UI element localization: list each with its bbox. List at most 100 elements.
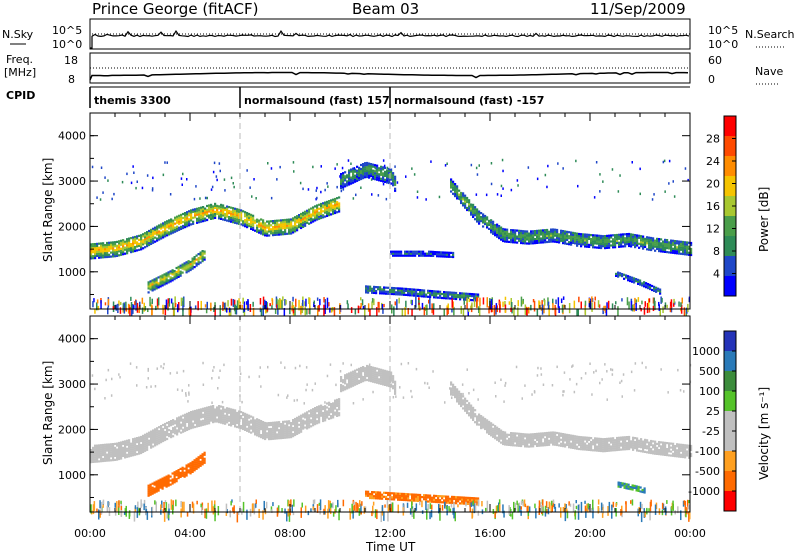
data-cell [177, 471, 180, 474]
data-cell [306, 417, 309, 420]
data-cell [433, 290, 436, 293]
data-cell [580, 245, 583, 248]
data-cell [120, 455, 123, 458]
data-cell [536, 241, 539, 244]
data-cell [191, 259, 194, 262]
data-cell [324, 211, 327, 214]
sparse-speckle [485, 193, 488, 197]
data-cell [377, 288, 380, 291]
sparse-speckle [342, 188, 345, 191]
data-cell [596, 242, 599, 245]
data-cell [136, 449, 139, 452]
data-cell [364, 375, 367, 378]
data-cell [124, 448, 127, 451]
data-cell [140, 236, 143, 239]
data-cell [252, 420, 255, 423]
data-cell [546, 443, 549, 447]
nsky-line [90, 30, 690, 49]
near-range-speckle [93, 298, 95, 303]
near-range-speckle [227, 300, 229, 307]
data-cell [500, 437, 503, 440]
data-cell [264, 228, 267, 231]
data-cell [192, 426, 195, 429]
data-cell [464, 401, 467, 404]
data-cell [540, 442, 543, 445]
data-cell [650, 236, 653, 240]
near-range-speckle [172, 302, 174, 310]
near-range-speckle [418, 304, 420, 310]
data-cell [186, 414, 189, 417]
data-cell [194, 421, 197, 425]
data-cell [526, 230, 529, 233]
data-cell [466, 407, 469, 411]
data-cell [260, 222, 263, 225]
near-range-speckle [204, 304, 207, 308]
y-tick-label: 1000 [58, 266, 86, 279]
data-cell [300, 424, 303, 427]
sparse-speckle [575, 159, 577, 163]
data-cell [653, 287, 656, 290]
data-cell [522, 242, 525, 245]
data-cell [104, 459, 107, 462]
data-cell [320, 204, 323, 208]
data-cell [602, 442, 605, 445]
sparse-speckle [470, 163, 473, 167]
near-range-speckle [143, 302, 145, 312]
data-cell [443, 291, 446, 294]
data-cell [362, 169, 365, 172]
data-cell [184, 214, 187, 217]
data-cell [372, 368, 375, 371]
data-cell [435, 290, 438, 293]
data-cell [354, 174, 357, 177]
data-cell [159, 283, 162, 286]
data-cell [594, 449, 597, 452]
data-cell [188, 413, 191, 417]
data-cell [401, 291, 404, 294]
data-cell [544, 440, 547, 443]
data-cell [516, 432, 519, 435]
data-cell [164, 436, 167, 440]
data-cell [558, 235, 561, 238]
data-cell [252, 228, 255, 231]
data-cell [590, 449, 593, 452]
data-cell [202, 212, 205, 215]
data-cell [306, 419, 309, 422]
data-cell [175, 472, 178, 475]
data-cell [536, 442, 539, 445]
data-cell [169, 280, 172, 283]
data-cell [188, 419, 191, 423]
data-cell [104, 246, 107, 249]
sparse-speckle [510, 188, 513, 192]
data-cell [528, 437, 531, 440]
data-cell [450, 178, 453, 181]
near-range-speckle [594, 296, 596, 301]
data-cell [210, 411, 213, 414]
data-cell [366, 368, 369, 372]
data-cell [198, 215, 201, 218]
data-cell [159, 482, 162, 485]
data-cell [328, 204, 331, 207]
data-cell [588, 233, 591, 236]
data-cell [184, 222, 187, 225]
data-cell [686, 249, 689, 252]
near-range-speckle [432, 306, 435, 315]
data-cell [200, 422, 203, 425]
data-cell [290, 432, 293, 435]
data-cell [112, 247, 115, 250]
data-cell [178, 416, 181, 419]
data-cell [316, 216, 319, 219]
data-cell [352, 169, 355, 172]
data-cell [468, 207, 471, 210]
data-cell [324, 409, 327, 412]
near-range-speckle [219, 305, 221, 315]
data-cell [456, 185, 459, 188]
near-range-speckle [274, 308, 277, 314]
data-cell [201, 254, 204, 257]
data-cell [432, 252, 435, 255]
data-cell [630, 440, 633, 443]
data-cell [262, 435, 265, 438]
sparse-speckle [316, 186, 318, 190]
data-cell [190, 211, 193, 214]
data-cell [234, 217, 237, 220]
data-cell [322, 210, 325, 213]
